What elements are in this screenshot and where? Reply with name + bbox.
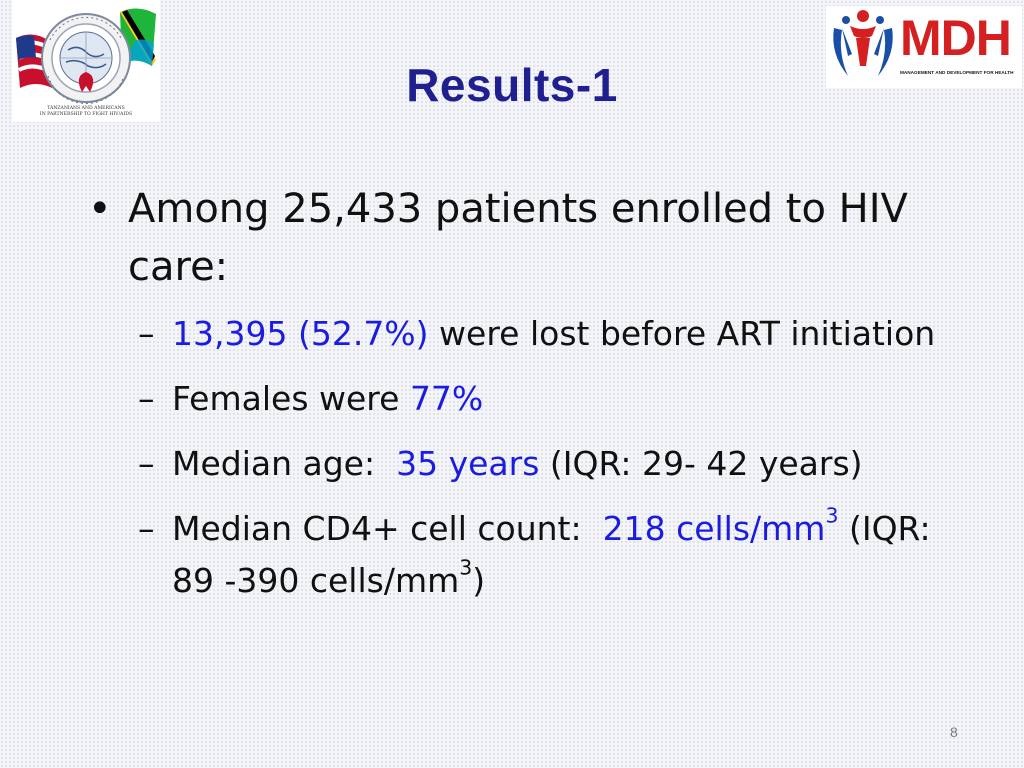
median-cd4-iqr: (IQR: 89 -390 cells/mm (172, 509, 931, 600)
bullet-marker: • (88, 186, 112, 232)
mdh-logo: MDH MANAGEMENT AND DEVELOPMENT FOR HEALT… (826, 6, 1022, 88)
page-number: 8 (950, 724, 958, 740)
slide-title: Results-1 (406, 59, 618, 111)
median-cd4-label: Median CD4+ cell count: (172, 509, 603, 548)
dash-marker: – (138, 314, 155, 353)
sub-item-median-age: – Median age: 35 years (IQR: 29- 42 year… (138, 438, 968, 490)
dash-marker: – (138, 444, 155, 483)
females-text: Females were (172, 379, 410, 418)
main-bullet: • Among 25,433 patients enrolled to HIV … (88, 180, 968, 296)
lost-count-highlight: 13,395 (52.7%) (172, 314, 429, 353)
main-bullet-text: Among 25,433 patients enrolled to HIV ca… (128, 186, 908, 290)
lost-text: were lost before ART initiation (428, 314, 936, 353)
seal-emblem-icon (16, 8, 156, 105)
females-highlight: 77% (409, 379, 484, 418)
mdh-tagline: MANAGEMENT AND DEVELOPMENT FOR HEALTH (900, 70, 1014, 75)
seal-caption-line1: TANZANIANS AND AMERICANS (47, 106, 125, 111)
median-cd4-highlight: 218 cells/mm3 (602, 505, 839, 548)
median-age-label: Median age: (172, 444, 397, 483)
sub-bullet-list: – 13,395 (52.7%) were lost before ART in… (88, 308, 968, 607)
partnership-seal-logo: TANZANIANS AND AMERICANS IN PARTNERSHIP … (12, 0, 160, 122)
median-cd4-close-paren: ) (472, 561, 486, 600)
dash-marker: – (138, 509, 155, 548)
median-cd4-value: 218 cells/mm (602, 509, 826, 548)
seal-caption-line2: IN PARTNERSHIP TO FIGHT HIV/AIDS (39, 112, 133, 117)
slide-body: • Among 25,433 patients enrolled to HIV … (88, 180, 968, 620)
median-cd4-superscript: 3 (825, 503, 839, 528)
median-age-iqr: (IQR: 29- 42 years) (539, 444, 863, 483)
dash-marker: – (138, 379, 155, 418)
sub-item-median-cd4: – Median CD4+ cell count: 218 cells/mm3 … (138, 503, 968, 607)
mdh-wordmark: MDH (900, 10, 1012, 66)
mdh-people-emblem-icon (833, 10, 893, 76)
median-cd4-iqr-superscript: 3 (459, 555, 473, 580)
median-age-highlight: 35 years (396, 444, 540, 483)
sub-item-females: – Females were 77% (138, 373, 968, 425)
sub-item-lost-before-art: – 13,395 (52.7%) were lost before ART in… (138, 308, 968, 360)
